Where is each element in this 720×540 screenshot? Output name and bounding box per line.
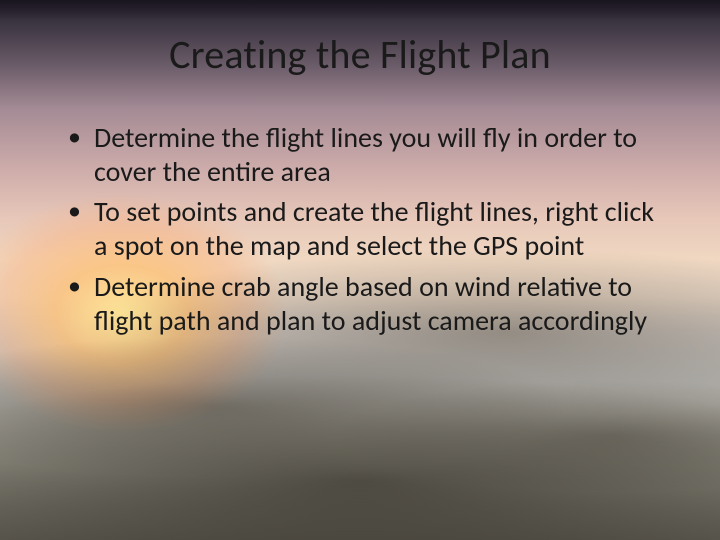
bullet-item: Determine the flight lines you will fly … — [64, 121, 664, 189]
slide-content: Creating the Flight Plan Determine the f… — [0, 0, 720, 338]
bullet-list: Determine the flight lines you will fly … — [56, 121, 664, 338]
slide-title: Creating the Flight Plan — [56, 30, 664, 79]
bullet-item: Determine crab angle based on wind relat… — [64, 270, 664, 338]
bullet-item: To set points and create the flight line… — [64, 195, 664, 263]
